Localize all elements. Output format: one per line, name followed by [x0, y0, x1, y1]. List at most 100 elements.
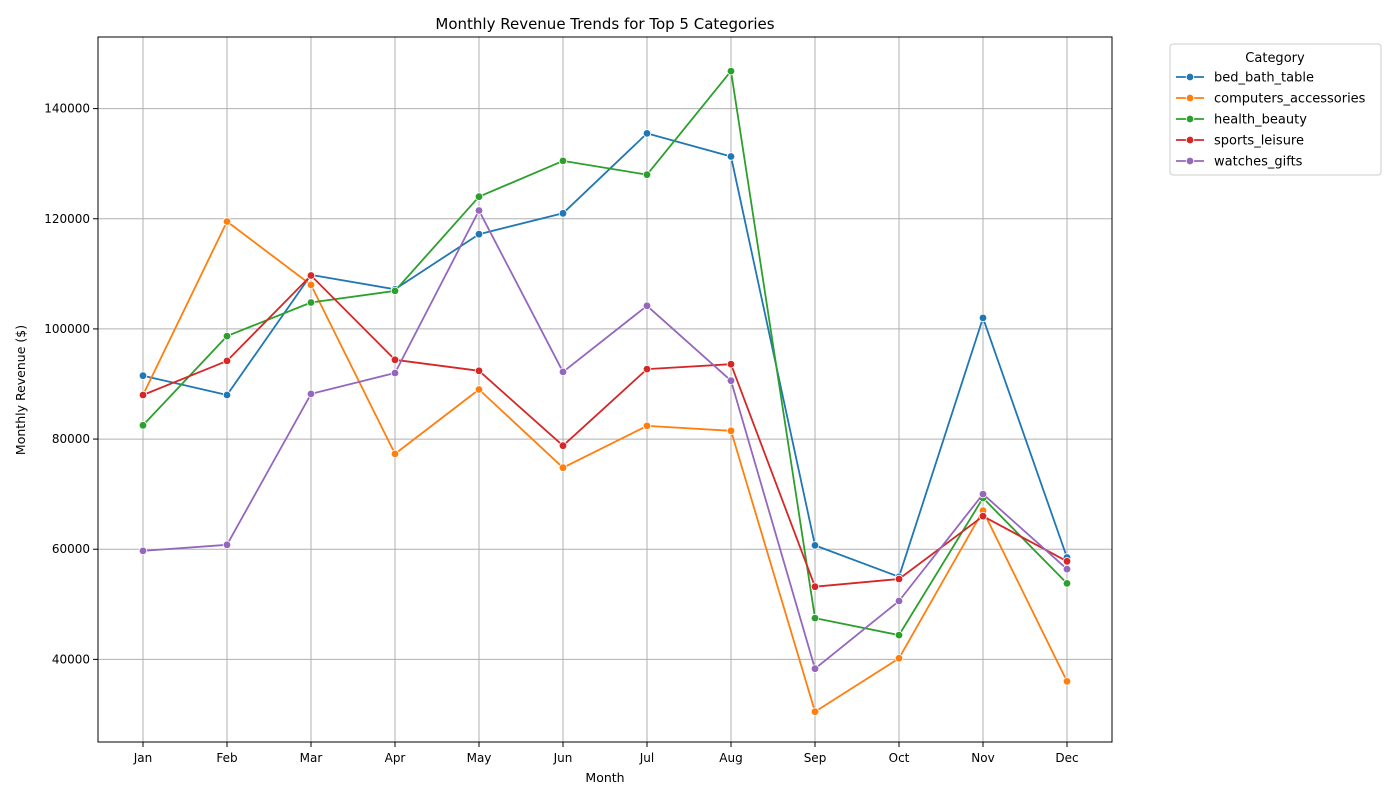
data-point	[978, 512, 988, 521]
y-tick-label: 80000	[52, 432, 90, 446]
data-point	[390, 355, 400, 364]
data-point	[642, 129, 652, 138]
series-line	[142, 209, 1068, 670]
legend-marker	[1185, 135, 1195, 145]
x-tick-label: Oct	[889, 751, 910, 765]
legend-item: computers_accessories	[1176, 92, 1366, 107]
y-tick-label: 60000	[52, 542, 90, 556]
data-point	[978, 489, 988, 499]
series-layer	[138, 66, 1072, 716]
chart-title: Monthly Revenue Trends for Top 5 Categor…	[435, 15, 774, 33]
data-point	[1062, 564, 1072, 574]
x-tick-label: Nov	[971, 751, 994, 765]
data-point	[390, 286, 400, 296]
data-point	[558, 367, 568, 377]
series-computers_accessories	[138, 217, 1072, 716]
data-point	[726, 66, 736, 76]
y-axis: 40000 60000 80000 100000 120000 140000	[44, 102, 98, 666]
series-line	[142, 132, 1068, 578]
data-point	[1062, 677, 1072, 686]
legend-marker	[1185, 72, 1195, 82]
legend-label: bed_bath_table	[1214, 71, 1314, 86]
x-axis-label: Month	[585, 770, 624, 785]
legend-label: computers_accessories	[1214, 92, 1366, 107]
series-sports_leisure	[138, 271, 1072, 591]
plot-area	[97, 36, 1113, 743]
series-line	[142, 70, 1068, 636]
data-point	[306, 280, 316, 290]
data-point	[222, 540, 232, 549]
legend: Category bed_bath_table computers_accesso…	[1169, 43, 1382, 176]
legend-item: sports_leisure	[1176, 134, 1304, 149]
data-point	[474, 206, 484, 215]
y-axis-label: Monthly Revenue ($)	[13, 325, 28, 455]
data-point	[138, 371, 148, 380]
data-point	[390, 449, 400, 459]
data-point	[810, 582, 820, 591]
data-point	[138, 421, 148, 430]
legend-item: watches_gifts	[1176, 155, 1303, 170]
data-point	[474, 366, 484, 375]
legend-label: health_beauty	[1214, 113, 1307, 128]
data-point	[474, 229, 484, 239]
legend-label: watches_gifts	[1214, 155, 1303, 170]
data-point	[222, 331, 232, 341]
data-point	[222, 390, 232, 400]
x-tick-label: Jan	[133, 751, 153, 765]
series-health_beauty	[138, 66, 1072, 640]
series-watches_gifts	[138, 206, 1072, 673]
data-point	[810, 664, 820, 673]
x-tick-label: Aug	[719, 751, 742, 765]
data-point	[810, 541, 820, 550]
series-line	[142, 220, 1068, 713]
data-point	[222, 217, 232, 226]
data-point	[558, 209, 568, 218]
y-tick-label: 40000	[52, 652, 90, 666]
data-point	[474, 385, 484, 394]
y-tick-label: 140000	[44, 102, 90, 116]
data-point	[894, 654, 904, 663]
x-tick-label: Dec	[1055, 751, 1078, 765]
data-point	[138, 546, 148, 556]
x-tick-label: May	[467, 751, 492, 765]
data-point	[306, 271, 316, 280]
data-point	[558, 156, 568, 166]
x-axis: Jan Feb Mar Apr May Jun Jul Aug Sep Oct Nov Dec	[133, 742, 1079, 765]
legend-label: sports_leisure	[1214, 134, 1304, 149]
legend-marker	[1185, 156, 1195, 166]
data-point	[306, 298, 316, 307]
data-point	[810, 707, 820, 716]
data-point	[306, 389, 316, 399]
x-tick-label: Feb	[216, 751, 237, 765]
y-tick-label: 100000	[44, 322, 90, 336]
data-point	[474, 192, 484, 201]
data-point	[642, 301, 652, 310]
series-bed_bath_table	[138, 129, 1072, 581]
data-point	[894, 630, 904, 640]
data-point	[1062, 579, 1072, 588]
data-point	[642, 170, 652, 179]
data-point	[558, 463, 568, 472]
data-point	[894, 574, 904, 584]
data-point	[642, 364, 652, 374]
x-tick-label: Jun	[553, 751, 573, 765]
legend-title: Category	[1245, 51, 1305, 66]
x-tick-label: Mar	[300, 751, 323, 765]
legend-item: bed_bath_table	[1176, 71, 1314, 86]
x-tick-label: Apr	[385, 751, 406, 765]
data-point	[726, 360, 736, 369]
data-point	[1062, 557, 1072, 566]
data-point	[642, 421, 652, 431]
series-line	[142, 274, 1068, 588]
data-point	[558, 441, 568, 450]
legend-marker	[1185, 114, 1195, 124]
data-point	[726, 376, 736, 385]
legend-item: health_beauty	[1176, 113, 1307, 128]
legend-box	[1169, 43, 1382, 176]
data-point	[390, 368, 400, 378]
y-tick-label: 120000	[44, 212, 90, 226]
data-point	[726, 426, 736, 435]
data-point	[894, 596, 904, 606]
data-point	[138, 390, 148, 400]
